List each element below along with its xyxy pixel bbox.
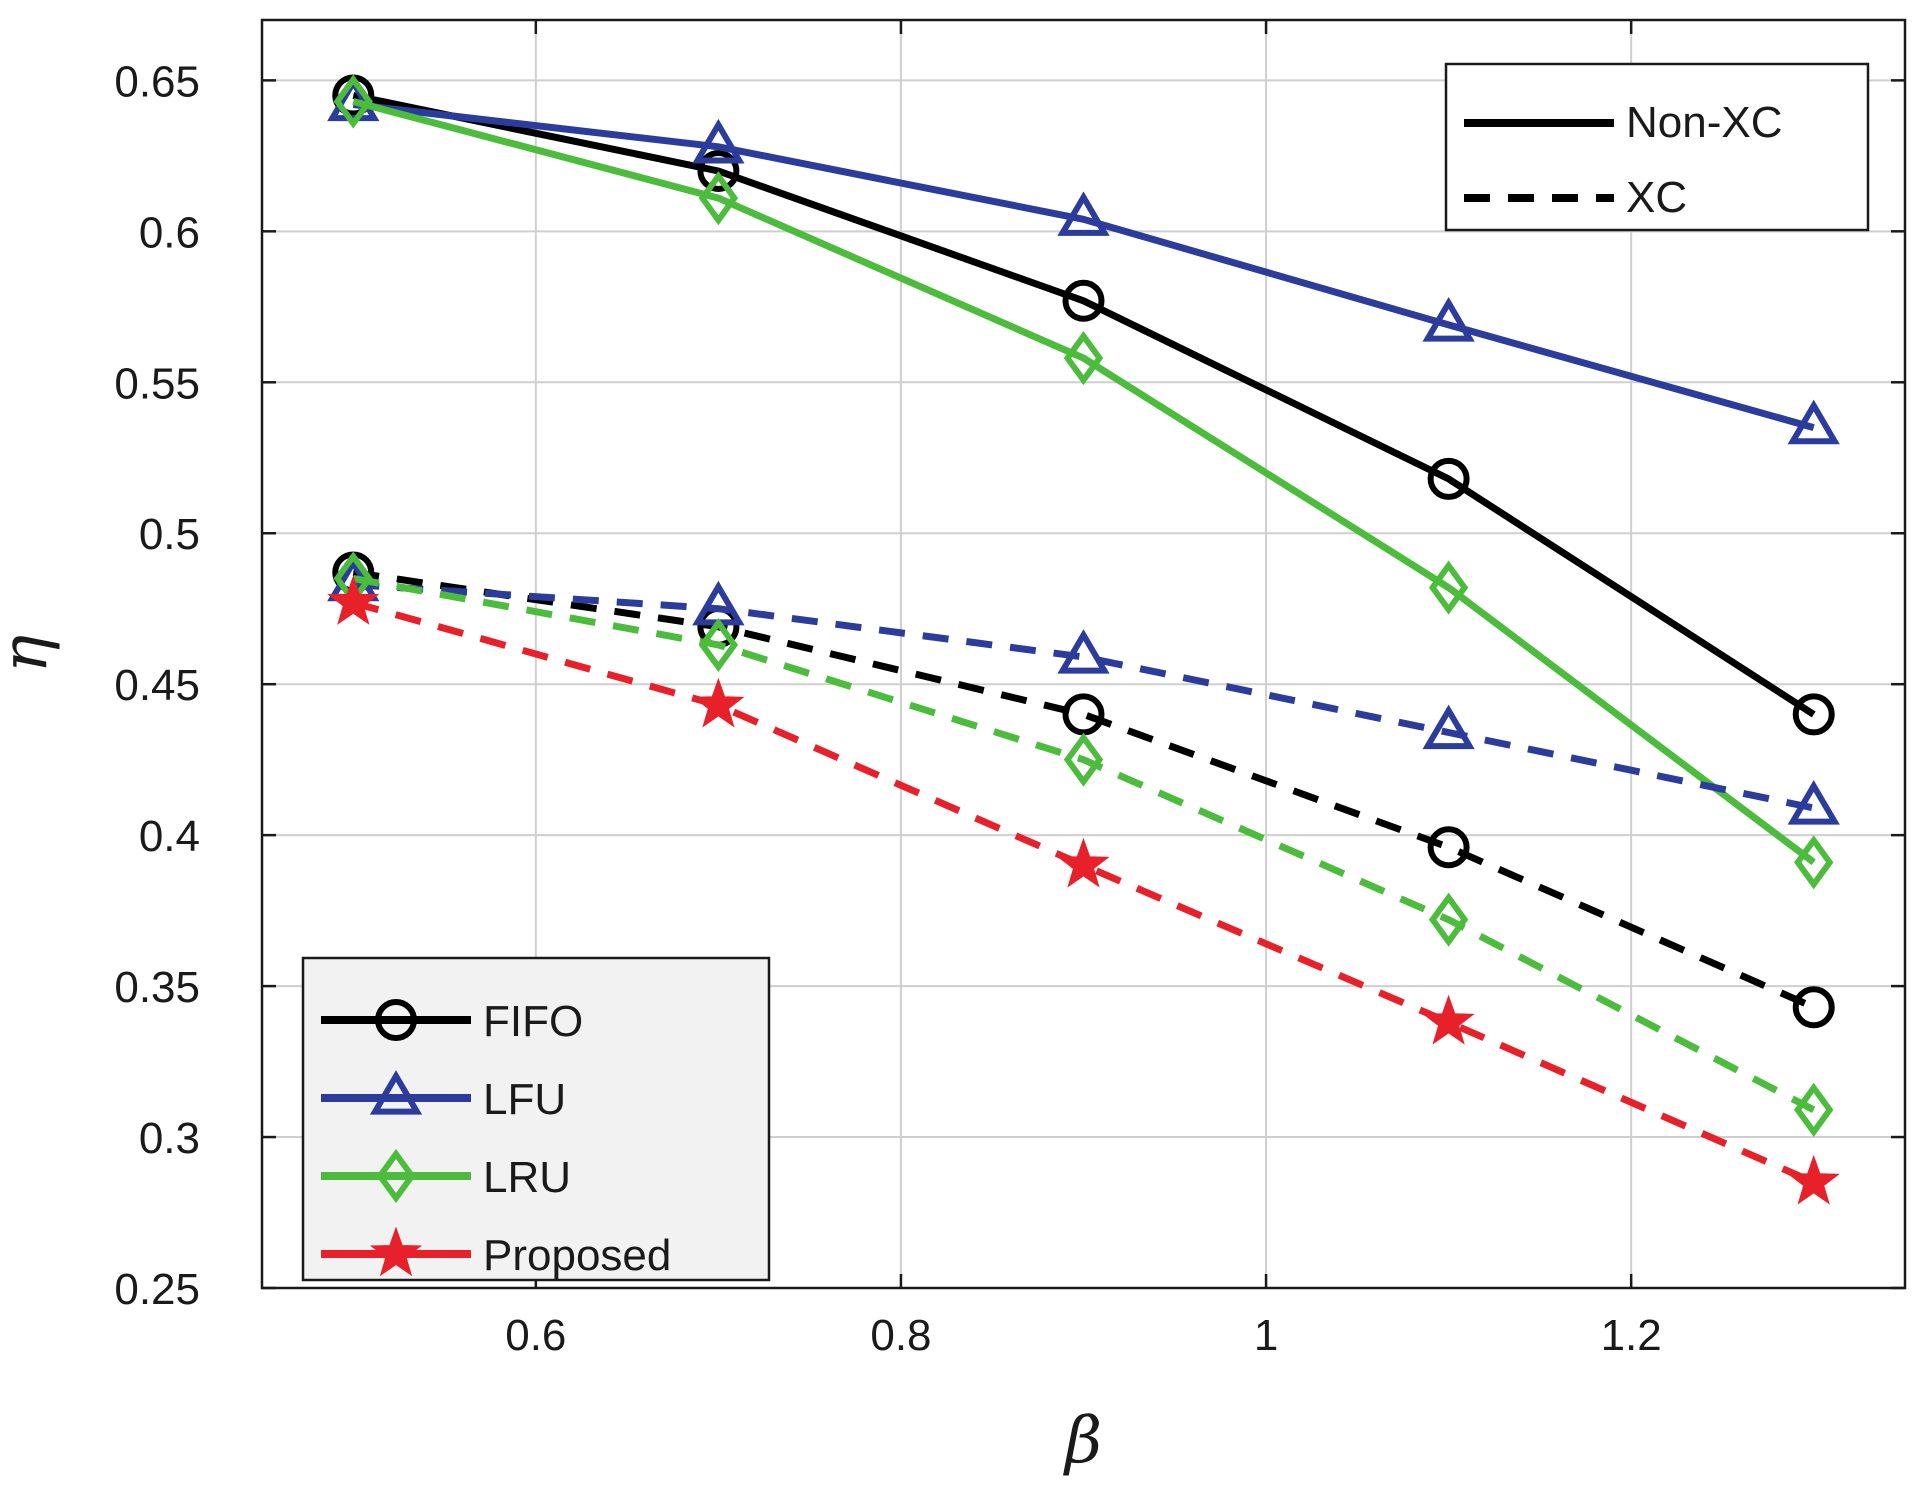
legend-entry-fifo: FIFO: [321, 997, 583, 1046]
data-point-circle: [1427, 457, 1470, 500]
y-tick-label: 0.5: [139, 510, 200, 559]
series-lru-xc: [333, 551, 1834, 1137]
data-point-diamond: [698, 171, 739, 226]
legend-box: [1444, 62, 1870, 232]
series-line: [352, 92, 1816, 718]
y-tick-label: 0.25: [114, 1265, 200, 1314]
legend-algorithms: FIFO LFU LRU Proposed: [301, 956, 771, 1282]
data-point-diamond: [1063, 732, 1104, 787]
legend-marker-triangle: [369, 1070, 423, 1115]
y-tick-label: 0.4: [139, 812, 200, 861]
data-point-star: [1422, 994, 1475, 1045]
series-proposed-xc: [327, 575, 1840, 1205]
data-point-triangle: [1057, 629, 1110, 674]
legend-linestyle: Non-XC XC: [1444, 62, 1870, 232]
legend-label: XC: [1626, 173, 1687, 222]
x-axis-label: β: [1063, 1404, 1102, 1478]
legend-label: LRU: [483, 1153, 571, 1202]
data-point-star: [692, 677, 745, 728]
legend-entry-proposed: Proposed: [321, 1226, 671, 1280]
series-lfu-non-xc: [327, 76, 1840, 445]
legend-label: Proposed: [483, 1231, 671, 1280]
series-lru-non-xc: [333, 74, 1834, 890]
data-point-circle: [697, 149, 740, 192]
y-tick-label: 0.35: [114, 963, 200, 1012]
data-point-diamond: [1794, 835, 1834, 890]
data-point-diamond: [1428, 892, 1469, 947]
y-tick-label: 0.65: [114, 57, 200, 106]
data-point-triangle: [1787, 780, 1840, 825]
x-tick-label: 1: [1254, 1311, 1278, 1360]
y-tick-label: 0.55: [114, 359, 200, 408]
data-point-diamond: [1428, 560, 1469, 615]
x-tick-label: 0.8: [870, 1311, 931, 1360]
legend-entry-lfu: LFU: [321, 1070, 566, 1124]
legend-label: Non-XC: [1626, 98, 1783, 147]
legend-marker-star: [369, 1226, 423, 1277]
legend-marker-circle: [375, 999, 417, 1041]
data-point-diamond: [1794, 1082, 1834, 1137]
legend-label: FIFO: [483, 997, 583, 1046]
data-point-circle: [1062, 279, 1105, 322]
data-point-circle: [1792, 986, 1835, 1029]
y-tick-label: 0.6: [139, 208, 200, 257]
data-point-circle: [1427, 826, 1470, 869]
legend-marker-diamond: [376, 1148, 416, 1204]
axis-ticks: 0.6 0.8 1 1.2 0.25 0.3 0.35 0.4 0.45 0.5 0.55 0.6 0.…: [114, 20, 1905, 1360]
legend-entry-lru: LRU: [321, 1148, 571, 1204]
legend-label: LFU: [483, 1075, 566, 1124]
data-point-triangle: [1057, 191, 1110, 236]
series-line: [352, 98, 1816, 866]
x-tick-label: 0.6: [505, 1311, 566, 1360]
plot-area-frame: [260, 18, 1907, 1290]
data-point-triangle: [327, 76, 380, 122]
data-point-triangle: [1422, 704, 1475, 750]
data-point-circle: [1062, 693, 1105, 736]
x-tick-label: 1.2: [1601, 1311, 1662, 1360]
y-axis-label: η: [0, 635, 62, 673]
data-point-triangle: [1787, 399, 1840, 445]
series-line: [352, 101, 1815, 431]
series-line: [353, 581, 1815, 812]
data-point-diamond: [698, 617, 739, 673]
data-point-diamond: [1063, 331, 1104, 386]
data-point-star: [1787, 1154, 1840, 1205]
data-point-diamond: [333, 74, 373, 129]
data-point-star: [327, 575, 380, 625]
y-tick-label: 0.3: [139, 1114, 200, 1163]
data-point-star: [1057, 837, 1110, 888]
series-line: [352, 575, 1816, 1114]
data-point-triangle: [692, 118, 745, 164]
data-point-triangle: [1422, 296, 1475, 342]
data-point-circle: [1792, 693, 1835, 736]
series-fifo-non-xc: [332, 74, 1835, 736]
series-layer: [327, 74, 1840, 1205]
y-tick-label: 0.45: [114, 661, 200, 710]
